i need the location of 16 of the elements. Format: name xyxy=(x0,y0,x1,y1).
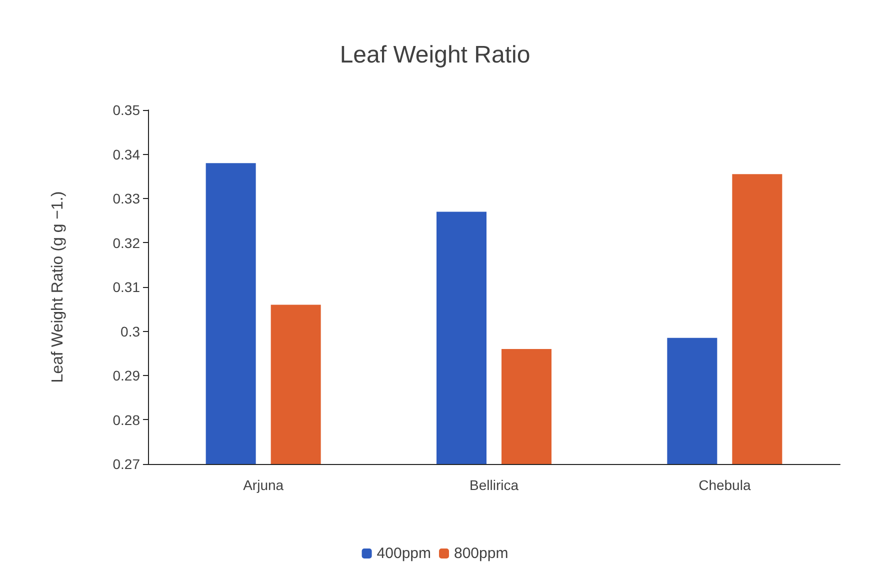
y-tick-label: 0.3 xyxy=(120,323,140,340)
x-tick-label: Chebula xyxy=(698,477,751,493)
x-tick-label: Bellirica xyxy=(469,477,519,493)
y-tick-label: 0.28 xyxy=(112,412,140,428)
legend-label: 800ppm xyxy=(454,545,508,562)
y-tick-label: 0.34 xyxy=(112,146,140,162)
y-tick-label: 0.35 xyxy=(112,102,140,118)
chart-title: Leaf Weight Ratio xyxy=(340,42,530,68)
y-tick-label: 0.27 xyxy=(112,456,140,472)
x-tick-label: Arjuna xyxy=(243,477,284,493)
y-tick-label: 0.32 xyxy=(112,234,140,251)
y-axis-title: Leaf Weight Ratio (g g −1.) xyxy=(50,191,66,383)
legend-label: 400ppm xyxy=(376,545,432,562)
y-tick-label: 0.31 xyxy=(112,279,140,295)
y-tick-label: 0.33 xyxy=(112,190,140,206)
y-tick-label: 0.29 xyxy=(112,368,140,384)
